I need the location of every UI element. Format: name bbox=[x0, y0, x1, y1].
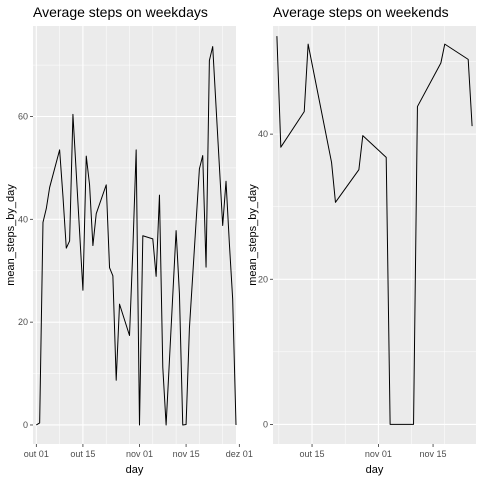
weekday-x-tick-label: dez 01 bbox=[226, 449, 253, 459]
weekend-y-tick-label: 20 bbox=[258, 274, 268, 284]
weekend-chart: Average steps on weekends 0 20 40 out 15 no… bbox=[247, 4, 476, 476]
weekend-y-tick-label: 0 bbox=[263, 419, 268, 429]
weekday-x-axis: out 01 out 15 nov 01 nov 15 dez 01 bbox=[24, 444, 253, 459]
weekday-x-axis-title: day bbox=[126, 464, 144, 476]
weekday-x-tick-label: nov 15 bbox=[173, 449, 200, 459]
weekday-x-tick-label: nov 01 bbox=[126, 449, 153, 459]
weekday-chart-title: Average steps on weekdays bbox=[33, 4, 208, 20]
weekday-x-tick-label: out 01 bbox=[24, 449, 49, 459]
weekend-y-axis: 0 20 40 bbox=[258, 129, 273, 429]
weekend-gridlines bbox=[273, 26, 476, 444]
weekend-x-tick-label: nov 01 bbox=[365, 449, 392, 459]
weekend-series-line bbox=[276, 36, 473, 425]
weekend-x-tick-label: out 15 bbox=[300, 449, 325, 459]
weekend-chart-title: Average steps on weekends bbox=[273, 4, 449, 20]
weekday-y-axis-title: mean_steps_by_day bbox=[5, 184, 17, 286]
weekend-plot-panel bbox=[273, 26, 476, 444]
weekday-y-axis: 0 20 40 60 bbox=[18, 111, 33, 430]
weekday-y-tick-label: 0 bbox=[23, 420, 28, 430]
weekday-y-tick-label: 40 bbox=[18, 214, 28, 224]
weekend-x-tick-label: nov 15 bbox=[420, 449, 447, 459]
weekday-chart: Average steps on weekdays 0 20 40 60 out 01… bbox=[5, 4, 253, 476]
weekday-y-tick-label: 60 bbox=[18, 111, 28, 121]
weekend-x-axis: out 15 nov 01 nov 15 bbox=[300, 444, 447, 459]
weekday-y-tick-label: 20 bbox=[18, 317, 28, 327]
weekday-series-line bbox=[36, 46, 237, 426]
weekday-x-tick-label: out 15 bbox=[70, 449, 95, 459]
weekend-y-tick-label: 40 bbox=[258, 129, 268, 139]
weekday-plot-panel bbox=[33, 26, 236, 444]
weekend-y-axis-title: mean_steps_by_day bbox=[247, 184, 259, 286]
weekend-x-axis-title: day bbox=[366, 464, 384, 476]
